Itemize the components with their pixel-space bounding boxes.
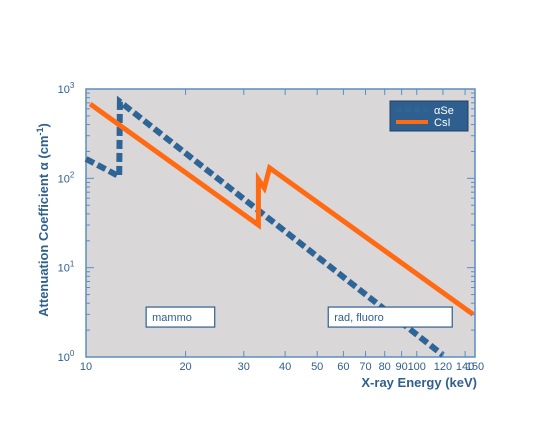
x-tick-label: 60 xyxy=(337,361,349,373)
annotation-rad-fluoro: rad, fluoro xyxy=(327,306,453,328)
x-tick-label: 140 xyxy=(456,361,474,373)
y-axis-title-close: ) xyxy=(36,123,51,127)
annotation-layer: mammo rad, fluoro xyxy=(145,306,453,328)
series-line-csi xyxy=(88,101,475,317)
x-axis-title: X-ray Energy (keV) xyxy=(361,375,477,390)
annotation-box xyxy=(145,306,216,328)
legend-label-csi: CsI xyxy=(434,117,451,129)
x-tick-label: 10 xyxy=(80,361,92,373)
y-tick-label: 102 xyxy=(58,170,75,185)
x-tick-label: 20 xyxy=(179,361,191,373)
x-tick-label: 30 xyxy=(238,361,250,373)
y-axis-title-exp: -1 xyxy=(35,128,45,136)
y-tick-label: 101 xyxy=(58,260,75,275)
x-tick-label: 100 xyxy=(408,361,426,373)
annotation-box xyxy=(327,306,453,328)
annotation-label: mammo xyxy=(152,312,192,324)
x-tick-label: 80 xyxy=(379,361,391,373)
x-tick-label: 50 xyxy=(311,361,323,373)
series-layer xyxy=(84,95,475,358)
series-line-alpha-se xyxy=(84,95,445,358)
y-axis-title-main: Attenuation Coefficient α (cm xyxy=(36,136,51,317)
x-tick-label: 90 xyxy=(395,361,407,373)
legend-box xyxy=(389,100,469,132)
x-tick-label: 120 xyxy=(434,361,452,373)
legend: αSe CsI xyxy=(389,100,469,132)
legend-label-alpha-se: αSe xyxy=(434,105,454,117)
y-axis-title: Attenuation Coefficient α (cm-1) xyxy=(35,123,51,317)
x-tick-label: 40 xyxy=(279,361,291,373)
ticks-layer: 10 20 30 40 50 60 70 80 90 100 120 1401501001011021… xyxy=(58,81,485,373)
x-tick-label: 70 xyxy=(359,361,371,373)
annotation-label: rad, fluoro xyxy=(334,312,384,324)
x-tick-label: 150 xyxy=(466,361,484,373)
annotation-mammo: mammo xyxy=(145,306,216,328)
y-tick-label: 100 xyxy=(58,349,75,364)
y-tick-label: 103 xyxy=(58,81,75,96)
